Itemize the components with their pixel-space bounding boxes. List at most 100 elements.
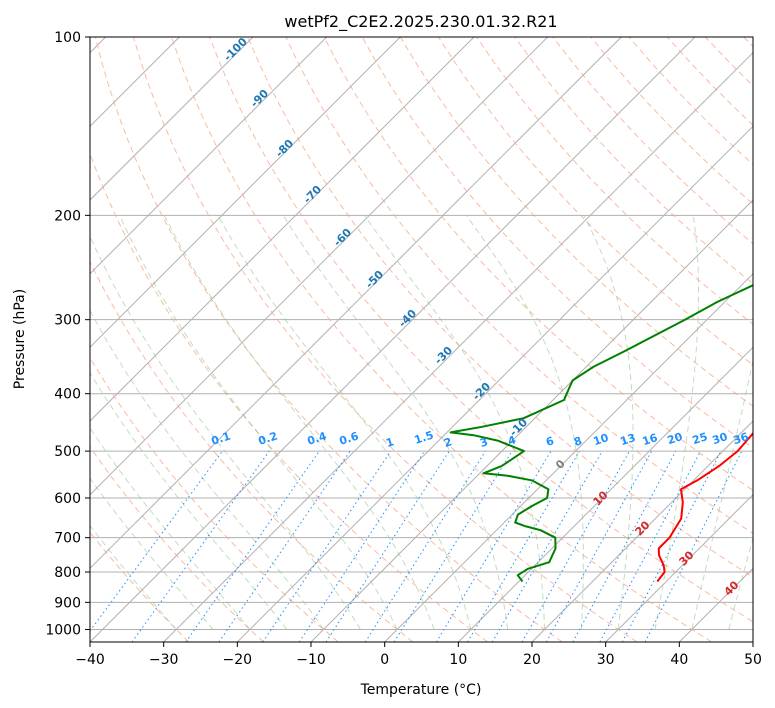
moist-adiabat-line (90, 371, 288, 630)
dry-adiabat-line (437, 37, 753, 366)
dry-adiabat-label: -70 (301, 183, 324, 206)
mixing-ratio-label: 30 (711, 430, 730, 447)
isotherm-line (90, 37, 622, 570)
dry-adiabat-line (704, 37, 753, 87)
mixing-ratio-label: 1.5 (413, 428, 436, 446)
x-tick-label: 50 (744, 652, 762, 668)
mixing-ratio-line (90, 450, 223, 632)
dry-adiabat-line (209, 37, 753, 623)
dry-adiabat-label: -100 (221, 35, 250, 64)
mixing-ratio-line (185, 450, 320, 642)
mixing-ratio-line (545, 450, 653, 642)
y-tick-label: 700 (54, 531, 81, 547)
dry-adiabat-line (743, 37, 753, 48)
dry-adiabat-label: -30 (432, 344, 455, 367)
mixing-ratio-label: 1 (384, 435, 395, 450)
mixing-ratio-label: 20 (666, 430, 685, 447)
x-tick-label: −10 (296, 652, 326, 668)
dry-adiabat-line (90, 356, 339, 642)
isotherm-line (384, 272, 753, 642)
isotherm-line (90, 37, 696, 642)
y-tick-label: 200 (54, 208, 81, 224)
moist-adiabat-label: 20 (633, 518, 653, 538)
moist-adiabat-label: 30 (677, 548, 697, 568)
moist-adiabat-label: 40 (722, 578, 742, 598)
mixing-ratio-label: 36 (732, 430, 751, 447)
isotherm-line (236, 125, 753, 642)
isotherm-line (163, 51, 753, 642)
x-tick-label: −20 (223, 652, 253, 668)
mixing-ratio-label: 13 (619, 431, 638, 448)
temperature-line (656, 431, 753, 583)
dewpoint-line (449, 284, 753, 583)
plot-frame (89, 36, 754, 643)
mixing-ratio-label: 0.6 (338, 429, 361, 447)
dry-adiabat-label: -80 (273, 137, 296, 160)
mixing-ratio-line (325, 450, 450, 642)
mixing-ratio-line (491, 450, 603, 642)
mixing-ratio-line (435, 450, 552, 642)
mixing-ratio-label: 0.2 (257, 429, 280, 447)
dry-adiabat-line (247, 37, 753, 578)
moist-adiabat-line (90, 309, 325, 630)
mixing-ratio-line (262, 450, 392, 642)
isotherm-line (678, 567, 753, 642)
x-tick-label: 0 (380, 652, 389, 668)
mixing-ratio-label: 0.4 (306, 429, 329, 447)
y-tick-label: 100 (54, 30, 81, 46)
sounding-lines (449, 284, 753, 583)
dry-adiabat-line (590, 37, 753, 205)
y-tick-label: 400 (54, 387, 81, 403)
dry-adiabat-line (171, 37, 712, 642)
dry-adiabat-label: -20 (470, 380, 493, 403)
isotherm-line (457, 346, 753, 642)
mixing-ratio-line (393, 450, 513, 642)
x-tick-label: 10 (449, 652, 467, 668)
moist-adiabat-label: 10 (591, 488, 611, 508)
mixing-ratio-label: 8 (572, 434, 583, 449)
dry-adiabat-line (514, 37, 753, 285)
adiabat-labels: -100-90-80-70-60-50-40-30-20-100.1 0.2 0.4… (210, 35, 751, 599)
background-lines (90, 37, 753, 642)
moist-adiabat-line (217, 215, 472, 630)
dry-adiabat-line (94, 37, 563, 642)
moist-adiabat-line (90, 427, 251, 630)
moist-adiabat-line (163, 215, 435, 630)
mixing-ratio-label: 2 (442, 435, 453, 450)
moist-adiabat-line (90, 477, 214, 630)
y-tick-label: 800 (54, 565, 81, 581)
dry-adiabat-line (323, 37, 753, 491)
x-tick-label: −30 (149, 652, 179, 668)
isotherm-line (752, 641, 753, 642)
dry-adiabat-line (552, 37, 753, 245)
y-tick-label: 900 (54, 595, 81, 611)
isotherm-line (90, 37, 401, 349)
mixing-ratio-label: 3 (478, 435, 489, 450)
mixing-ratio-line (521, 450, 630, 642)
x-tick-label: 30 (597, 652, 615, 668)
dry-adiabat-line (90, 260, 414, 642)
moist-adiabat-line (90, 524, 177, 630)
isotherm-line (90, 37, 328, 275)
mixing-ratio-label: 0.1 (210, 429, 233, 447)
dry-adiabat-label: -90 (248, 87, 271, 110)
dry-adiabat-line (90, 446, 264, 642)
isotherm-line (90, 37, 254, 201)
mixing-ratio-line (218, 450, 351, 642)
mixing-ratio-label: 25 (691, 430, 710, 447)
y-tick-label: 500 (54, 444, 81, 460)
moist-adiabat-line (119, 215, 398, 630)
x-tick-label: 20 (523, 652, 541, 668)
y-tick-label: 300 (54, 313, 81, 329)
dry-adiabat-line (90, 531, 190, 642)
dry-adiabat-line (90, 152, 488, 642)
mixing-ratio-label: 10 (592, 431, 611, 448)
moist-adiabat-line (654, 215, 699, 630)
axes: −40 −30 −20 −10 0 10 20 30 40 5010020030040050060… (45, 30, 762, 668)
y-tick-label: 600 (54, 491, 81, 507)
moist-adiabat-line (691, 358, 753, 630)
y-tick-label: 1000 (45, 622, 81, 638)
chart-title: wetPf2_C2E2.2025.230.01.32.R21 (284, 12, 557, 32)
dry-adiabat-label: -60 (331, 226, 354, 249)
isotherm-line (531, 420, 753, 642)
